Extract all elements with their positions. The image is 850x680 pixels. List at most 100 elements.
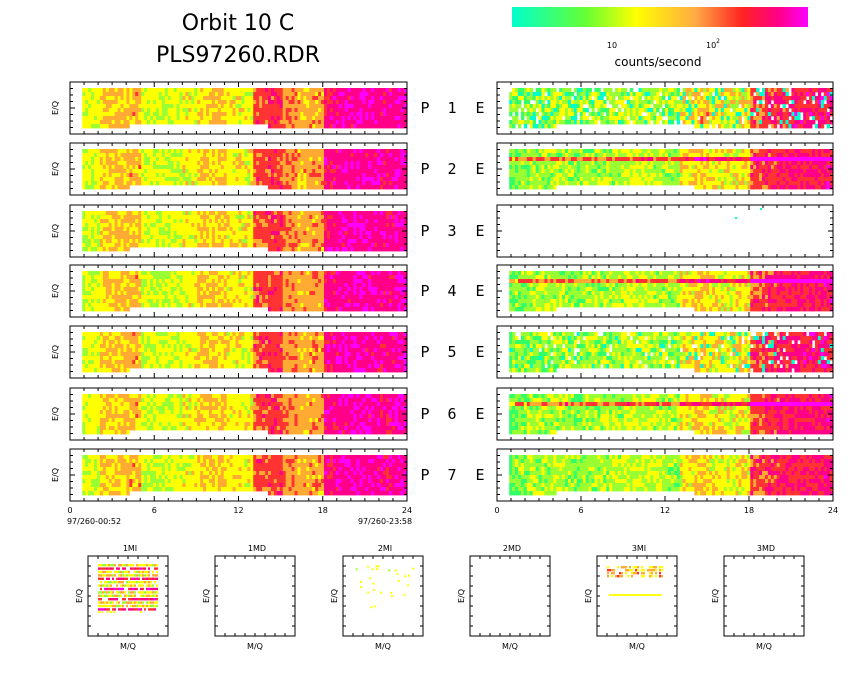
spectrogram-cell [756, 157, 760, 162]
spectrogram-cell [141, 243, 145, 248]
spectrogram-cell [382, 157, 387, 162]
spectrogram-cell [644, 92, 648, 97]
spectrogram-cell [782, 88, 786, 93]
spectrogram-cell [632, 157, 636, 162]
spectrogram-cell [132, 223, 136, 228]
spectrogram-cell [344, 185, 348, 190]
spectrogram-cell [547, 104, 551, 109]
spectrogram-cell [385, 100, 390, 105]
spectrogram-cell [332, 116, 337, 121]
spectrogram-cell [764, 177, 769, 182]
spectrogram-cell [88, 215, 92, 220]
spectrogram-cell [617, 169, 622, 174]
spectrogram-cell [297, 100, 301, 105]
spectrogram-cell [767, 169, 772, 174]
spectrogram-cell [512, 161, 516, 166]
spectrogram-cell [794, 96, 798, 101]
spectrogram-cell [347, 169, 351, 174]
spectrogram-cell [556, 108, 560, 113]
spectrogram-cell [509, 112, 513, 117]
spectrogram-cell [88, 112, 92, 117]
spectrogram-cell [241, 161, 245, 166]
spectrogram-cell [94, 100, 98, 105]
spectrogram-cell [723, 104, 728, 109]
spectrogram-cell [214, 96, 219, 101]
spectrogram-cell [756, 177, 760, 182]
spectrogram-cell [359, 112, 363, 117]
spectrogram-cell [559, 100, 563, 105]
spectrogram-cell [85, 112, 89, 117]
spectrogram-cell [126, 116, 130, 121]
spectrogram-cell [300, 185, 304, 190]
spectrogram-cell [282, 92, 287, 97]
spectrogram-cell [512, 100, 516, 105]
spectrogram-cell [173, 227, 177, 232]
spectrogram-cell [706, 96, 710, 101]
spectrogram-cell [247, 239, 251, 244]
spectrogram-cell [182, 96, 186, 101]
spectrogram-cell [753, 169, 757, 174]
spectrogram-cell [776, 153, 781, 158]
spectrogram-cell [217, 243, 222, 248]
spectrogram-cell [682, 177, 686, 182]
spectrogram-cell [782, 153, 786, 158]
spectrogram-cell [656, 181, 660, 186]
spectrogram-cell [232, 165, 236, 170]
spectrogram-cell [753, 181, 757, 186]
spectrogram-cell [597, 157, 601, 162]
spectrogram-cell [368, 96, 372, 101]
spectrogram-cell [91, 219, 95, 224]
spectrogram-cell [194, 227, 198, 232]
spectrogram-cell [676, 108, 681, 113]
spectrogram-cell [570, 92, 575, 97]
spectrogram-cell [341, 88, 346, 93]
spectrogram-cell [344, 177, 348, 182]
spectrogram-cell [170, 149, 175, 154]
spectrogram-cell [817, 116, 822, 121]
spectrogram-cell [767, 108, 772, 113]
spectrogram-cell [603, 88, 607, 93]
spectrogram-cell [91, 161, 95, 166]
spectrogram-cell [747, 185, 751, 190]
spectrogram-cell [550, 92, 554, 97]
spectrogram-cell [629, 153, 634, 158]
spectrogram-cell [371, 149, 375, 154]
spectrogram-cell [155, 215, 160, 220]
spectrogram-cell [126, 88, 130, 93]
spectrogram-cell [200, 173, 204, 178]
spectrogram-cell [567, 149, 572, 154]
spectrogram-cell [717, 185, 722, 190]
spectrogram-cell [276, 96, 281, 101]
spectrogram-cell [211, 211, 216, 216]
spectrogram-cell [338, 92, 343, 97]
spectrogram-cell [285, 120, 290, 125]
spectrogram-cell [144, 231, 148, 236]
spectrogram-cell [729, 173, 734, 178]
spectrogram-cell [279, 112, 284, 117]
spectrogram-cell [158, 239, 163, 244]
spectrogram-cell [241, 227, 245, 232]
spectrogram-cell [250, 169, 254, 174]
spectrogram-cell [200, 219, 204, 224]
spectrogram-cell [617, 173, 622, 178]
spectrogram-cell [526, 157, 531, 162]
spectrogram-cell [694, 112, 698, 117]
spectrogram-cell [223, 223, 228, 228]
spectrogram-cell [144, 181, 148, 186]
spectrogram-cell [244, 100, 248, 105]
spectrogram-cell [244, 239, 248, 244]
spectrogram-cell [203, 227, 207, 232]
spectrogram-cell [135, 173, 139, 178]
spectrogram-cell [85, 108, 89, 113]
spectrogram-cell [123, 96, 127, 101]
spectrogram-cell [726, 112, 731, 117]
spectrogram-cell [688, 149, 692, 154]
spectrogram-cell [573, 108, 578, 113]
spectrogram-cell [96, 157, 101, 162]
spectrogram-cell [232, 239, 236, 244]
spectrogram-cell [123, 116, 127, 121]
spectrogram-cell [206, 116, 210, 121]
spectrogram-cell [350, 104, 354, 109]
spectrogram-cell [262, 239, 266, 244]
spectrogram-cell [735, 100, 739, 105]
